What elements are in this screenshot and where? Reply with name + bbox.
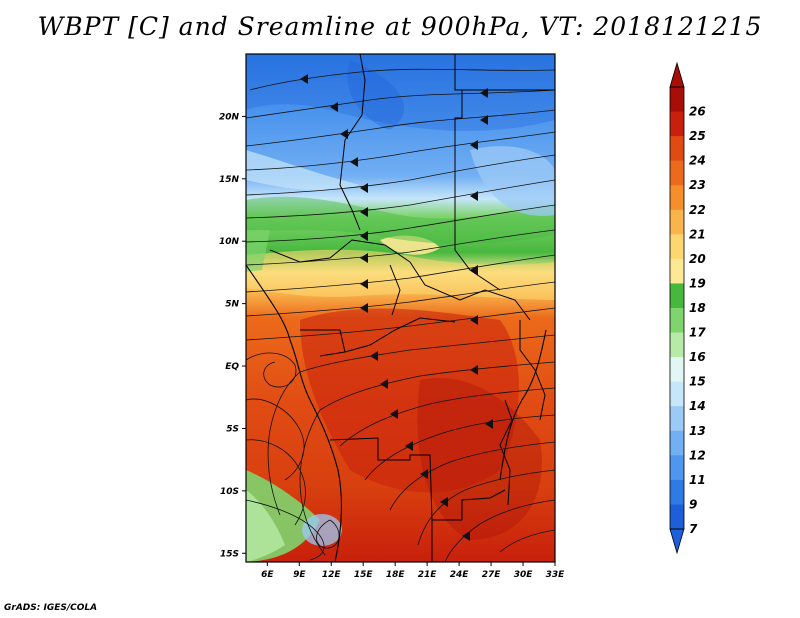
colorbar-label: 16 [689, 350, 706, 364]
colorbar-swatch [670, 185, 684, 211]
colorbar-label: 26 [689, 105, 706, 119]
lon-tick-label: 6E [261, 570, 274, 580]
colorbar-swatch [670, 308, 684, 334]
colorbar-label: 13 [689, 424, 706, 438]
lon-tick-label: 15E [354, 570, 374, 580]
colorbar-label: 24 [689, 154, 706, 168]
colorbar-swatch [670, 234, 684, 260]
colorbar-swatch [670, 87, 684, 113]
lat-tick-label: 5N [225, 300, 239, 310]
map-title: WBPT [C] and Sreamline at 900hPa, VT: 20… [37, 12, 763, 41]
colorbar-label: 14 [689, 399, 706, 413]
colorbar-swatch [670, 406, 684, 432]
colorbar-label: 11 [689, 473, 706, 487]
colorbar-label: 12 [689, 448, 706, 462]
colorbar-swatch [670, 332, 684, 358]
lon-tick-label: 9E [293, 570, 306, 580]
colorbar-label: 15 [689, 375, 706, 389]
lon-tick-label: 27E [482, 570, 502, 580]
colorbar-swatch [670, 455, 684, 481]
colorbar-label: 18 [689, 301, 706, 315]
colorbar-swatch [670, 381, 684, 407]
colorbar-swatch [670, 111, 684, 137]
colorbar: 7 9 11 12 13 14 15 16 17 18 19 20 21 22 23 24 25 26 [669, 61, 706, 555]
plot-frame [245, 53, 556, 563]
colorbar-swatch [670, 357, 684, 383]
colorbar-swatch [670, 430, 684, 456]
colorbar-label: 7 [689, 522, 698, 536]
coastline [246, 264, 547, 562]
lat-tick-label: 10S [220, 487, 239, 497]
colorbar-label: 17 [689, 326, 706, 340]
lon-tick-label: 18E [386, 570, 406, 580]
colorbar-swatch [670, 258, 684, 284]
colorbar-swatch [670, 209, 684, 235]
lat-tick-label: 20N [219, 112, 240, 122]
lon-tick-label: 33E [546, 570, 566, 580]
lat-tick-label: EQ [225, 362, 239, 372]
colorbar-bottom-arrow [669, 528, 685, 555]
lon-tick-label: 30E [514, 570, 534, 580]
colorbar-label: 21 [689, 227, 706, 241]
country-borders [269, 54, 555, 562]
lat-tick-label: 15N [219, 175, 240, 185]
latitude-axis: 20N 15N 10N 5N EQ 5S 10S 15S [219, 112, 246, 559]
lat-tick-label: 15S [220, 549, 239, 559]
colorbar-swatch [670, 160, 684, 186]
colorbar-label: 22 [689, 203, 706, 217]
colorbar-top-arrow [669, 61, 685, 88]
colorbar-label: 20 [689, 252, 706, 266]
lon-tick-label: 24E [450, 570, 470, 580]
lat-tick-label: 5S [226, 424, 239, 434]
lat-tick-label: 10N [219, 237, 240, 247]
lon-tick-label: 21E [418, 570, 438, 580]
colorbar-swatch [670, 136, 684, 162]
colorbar-label: 9 [689, 497, 697, 511]
longitude-axis: 6E 9E 12E 15E 18E 21E 24E 27E 30E 33E [261, 562, 565, 580]
colorbar-swatch [670, 283, 684, 309]
colorbar-frame [669, 86, 685, 530]
lon-tick-label: 12E [322, 570, 342, 580]
streamlines [246, 68, 555, 562]
colorbar-label: 23 [689, 178, 706, 192]
colorbar-swatch [670, 479, 684, 505]
grads-credit: GrADS: IGES/COLA [4, 603, 98, 613]
colorbar-label: 19 [689, 276, 706, 290]
colorbar-swatch [670, 504, 684, 530]
colorbar-label: 25 [689, 129, 706, 143]
streamline-arrows [300, 74, 493, 541]
